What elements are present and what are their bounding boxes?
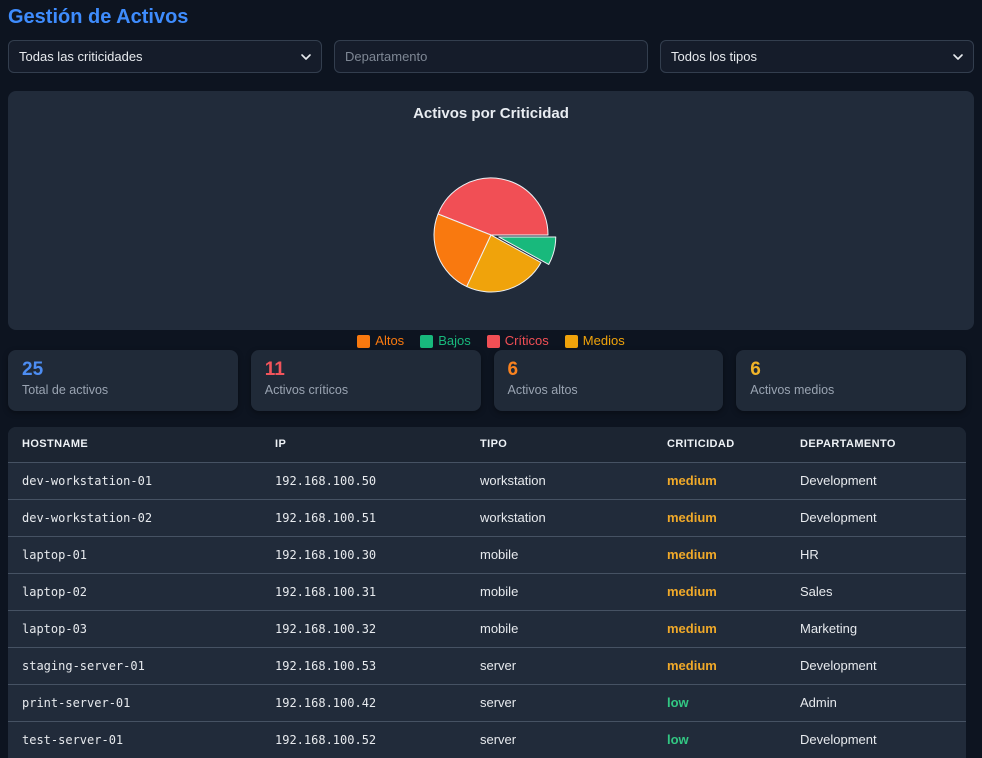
cell-hostname: test-server-01 xyxy=(22,732,124,747)
table-row[interactable]: laptop-01 192.168.100.30 mobile medium H… xyxy=(8,536,966,573)
cell-ip: 192.168.100.53 xyxy=(275,658,377,673)
legend-swatch-icon xyxy=(564,334,578,348)
stat-card-total: 25 Total de activos xyxy=(8,350,238,411)
legend-item-altos[interactable]: Altos xyxy=(357,334,404,348)
legend-label: Críticos xyxy=(504,333,549,348)
table-row[interactable]: staging-server-01 192.168.100.53 server … xyxy=(8,647,966,684)
stat-card-medium: 6 Activos medios xyxy=(736,350,966,411)
table-row[interactable]: dev-workstation-01 192.168.100.50 workst… xyxy=(8,462,966,499)
legend-swatch-icon xyxy=(357,334,371,348)
cell-hostname: laptop-02 xyxy=(22,584,88,599)
criticality-select[interactable]: Todas las criticidades xyxy=(8,40,322,73)
legend-label: Medios xyxy=(582,333,625,348)
cell-tipo: workstation xyxy=(480,473,546,488)
page-title: Gestión de Activos xyxy=(8,6,189,28)
type-select-wrap: Todos los tipos xyxy=(660,40,974,73)
cell-tipo: server xyxy=(480,695,517,710)
cell-hostname: print-server-01 xyxy=(22,695,131,710)
cell-hostname: staging-server-01 xyxy=(22,658,145,673)
col-header-tipo: TIPO xyxy=(480,438,508,451)
legend-item-críticos[interactable]: Críticos xyxy=(486,333,549,348)
stat-label-medium: Activos medios xyxy=(750,383,835,397)
chart-legend: Altos Bajos Críticos Medios xyxy=(8,333,974,349)
cell-hostname: dev-workstation-02 xyxy=(22,510,153,525)
cell-criticidad: medium xyxy=(667,584,717,599)
legend-swatch-icon xyxy=(486,334,500,348)
cell-tipo: server xyxy=(480,658,517,673)
legend-swatch-icon xyxy=(420,334,434,348)
stat-label-critical: Activos críticos xyxy=(264,383,349,397)
cell-departamento: Sales xyxy=(800,584,833,599)
pie-slice-altos[interactable] xyxy=(433,213,492,288)
cell-hostname: laptop-03 xyxy=(22,621,88,636)
pie-slice-críticos[interactable] xyxy=(437,177,549,236)
cell-ip: 192.168.100.52 xyxy=(275,732,377,747)
cell-criticidad: medium xyxy=(667,510,717,525)
table-row[interactable]: laptop-02 192.168.100.31 mobile medium S… xyxy=(8,573,966,610)
legend-item-bajos[interactable]: Bajos xyxy=(420,334,471,348)
stat-label-high: Activos altos xyxy=(507,383,578,397)
cell-departamento: Development xyxy=(800,473,877,488)
legend-label: Bajos xyxy=(438,333,471,348)
cell-tipo: mobile xyxy=(480,547,519,562)
cell-ip: 192.168.100.51 xyxy=(275,510,377,525)
criticality-select-wrap: Todas las criticidades xyxy=(8,40,322,73)
cell-criticidad: low xyxy=(667,732,689,748)
cell-ip: 192.168.100.42 xyxy=(275,695,377,710)
cell-ip: 192.168.100.32 xyxy=(275,621,377,636)
chart-title: Activos por Criticidad xyxy=(413,105,569,122)
cell-departamento: HR xyxy=(800,547,819,562)
col-header-ip: IP xyxy=(275,438,287,451)
col-header-hostname: HOSTNAME xyxy=(22,438,89,451)
stat-card-critical: 11 Activos críticos xyxy=(250,350,481,411)
table-header-row: HOSTNAME IP TIPO CRITICIDAD DEPARTAMENTO xyxy=(8,427,966,462)
cell-tipo: mobile xyxy=(480,584,519,599)
cell-criticidad: medium xyxy=(667,658,717,673)
table-row[interactable]: test-server-01 192.168.100.52 server low… xyxy=(8,721,966,758)
col-header-criticidad: CRITICIDAD xyxy=(667,438,735,451)
legend-label: Altos xyxy=(375,333,405,348)
type-select[interactable]: Todos los tipos xyxy=(660,40,974,73)
cell-ip: 192.168.100.30 xyxy=(275,547,377,562)
legend-item-medios[interactable]: Medios xyxy=(564,333,625,348)
assets-table-panel: HOSTNAME IP TIPO CRITICIDAD DEPARTAMENTO… xyxy=(8,427,966,758)
stat-value-medium: 6 xyxy=(750,359,761,380)
cell-tipo: workstation xyxy=(480,510,546,525)
stat-cards-row: 25 Total de activos 11 Activos críticos … xyxy=(8,350,966,411)
stat-card-high: 6 Activos altos xyxy=(493,350,724,411)
stat-value-high: 6 xyxy=(507,359,519,380)
col-header-departamento: DEPARTAMENTO xyxy=(800,438,896,451)
pie-slice-bajos[interactable] xyxy=(498,236,557,265)
filter-bar: Todas las criticidades Todos los tipos xyxy=(8,40,974,73)
assets-table: HOSTNAME IP TIPO CRITICIDAD DEPARTAMENTO… xyxy=(8,427,966,758)
table-row[interactable]: dev-workstation-02 192.168.100.51 workst… xyxy=(8,499,966,536)
cell-criticidad: low xyxy=(667,695,689,710)
cell-tipo: mobile xyxy=(480,621,519,636)
cell-ip: 192.168.100.50 xyxy=(275,473,377,488)
cell-tipo: server xyxy=(480,732,517,748)
criticality-chart-panel: Activos por Criticidad xyxy=(8,91,974,330)
cell-hostname: laptop-01 xyxy=(22,547,88,562)
cell-criticidad: medium xyxy=(667,621,717,636)
cell-departamento: Development xyxy=(800,510,877,525)
cell-criticidad: medium xyxy=(667,547,717,562)
cell-hostname: dev-workstation-01 xyxy=(22,473,153,488)
stat-label-total: Total de activos xyxy=(22,383,109,397)
pie-slice-medios[interactable] xyxy=(466,234,542,293)
department-input[interactable] xyxy=(334,40,648,73)
cell-criticidad: medium xyxy=(667,473,717,488)
stat-value-total: 25 xyxy=(22,359,44,380)
table-row[interactable]: print-server-01 192.168.100.42 server lo… xyxy=(8,684,966,721)
stat-value-critical: 11 xyxy=(264,359,285,380)
cell-departamento: Development xyxy=(800,658,877,673)
cell-departamento: Admin xyxy=(800,695,837,710)
cell-departamento: Development xyxy=(800,732,877,748)
cell-departamento: Marketing xyxy=(800,621,858,636)
cell-ip: 192.168.100.31 xyxy=(275,584,377,599)
pie-chart xyxy=(433,177,557,293)
table-row[interactable]: laptop-03 192.168.100.32 mobile medium M… xyxy=(8,610,966,647)
